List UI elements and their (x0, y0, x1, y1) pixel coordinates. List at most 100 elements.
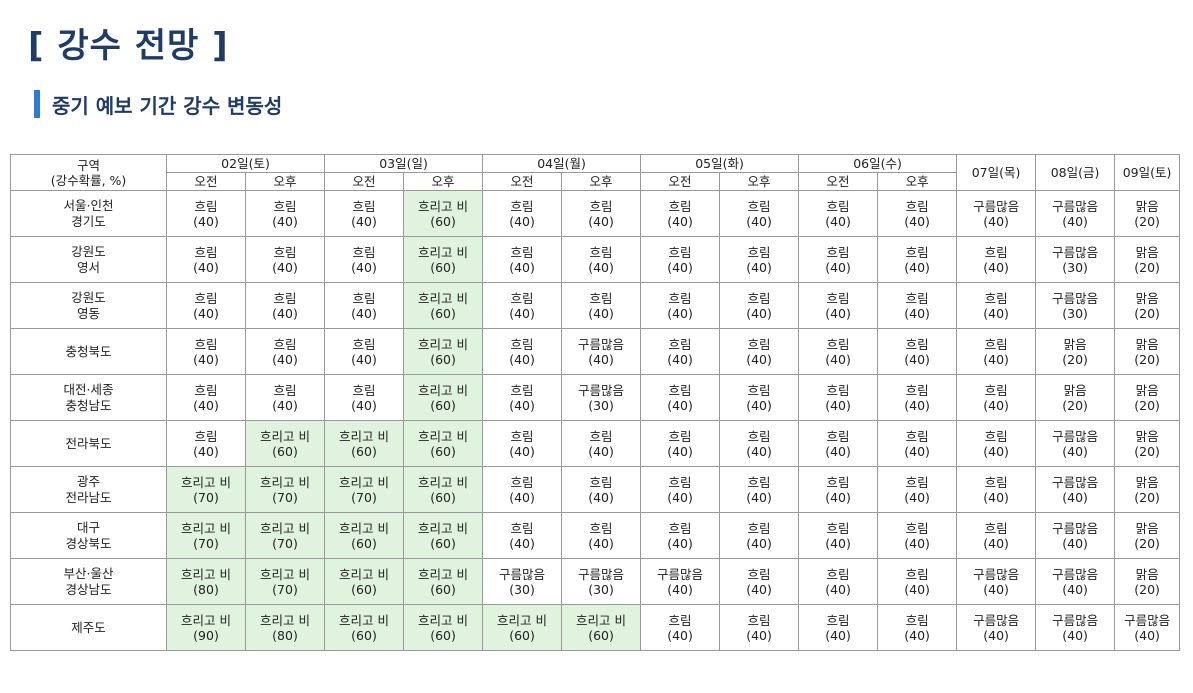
precipitation-probability: (40) (825, 213, 851, 229)
forecast-cell: 흐림 (40) (877, 558, 958, 605)
forecast-cell: 흐림 (40) (719, 558, 800, 605)
weather-condition: 흐림 (747, 474, 771, 490)
weather-condition: 흐리고 비 (181, 566, 231, 582)
precipitation-probability: (40) (351, 305, 377, 321)
weather-condition: 흐림 (589, 520, 613, 536)
precipitation-probability: (40) (983, 397, 1009, 413)
forecast-cell: 구름많음 (40) (640, 558, 721, 605)
table-body: 서울·인천 경기도 흐림 (40) 흐림 (40) 흐림 (40) 흐리고 비 (60) 흐림 (40… (10, 190, 1181, 651)
precipitation-probability: (40) (272, 213, 298, 229)
forecast-cell: 흐림 (40) (640, 190, 721, 237)
forecast-cell-rain: 흐리고 비 (60) (403, 604, 484, 651)
precipitation-probability: (40) (667, 535, 693, 551)
precipitation-probability: (40) (1062, 627, 1088, 643)
weather-condition: 흐림 (273, 336, 297, 352)
precipitation-probability: (20) (1134, 489, 1160, 505)
weather-condition: 구름많음 (499, 566, 546, 582)
forecast-cell: 흐림 (40) (561, 236, 642, 283)
precipitation-probability: (40) (746, 581, 772, 597)
precipitation-probability: (40) (904, 305, 930, 321)
forecast-cell: 흐림 (40) (561, 282, 642, 329)
forecast-cell: 흐림 (40) (798, 328, 879, 375)
weather-condition: 흐림 (905, 474, 929, 490)
table-row: 부산·울산 경상남도 흐리고 비 (80) 흐리고 비 (70) 흐리고 비 (60) 흐리고 … (10, 558, 1181, 605)
forecast-cell: 맑음 (20) (1035, 328, 1116, 375)
forecast-cell: 흐림 (40) (956, 420, 1037, 467)
afternoon-header: 오후 (561, 172, 642, 191)
forecast-cell: 흐림 (40) (244, 190, 326, 237)
precipitation-probability: (40) (667, 259, 693, 275)
forecast-cell: 흐림 (40) (877, 466, 958, 513)
table-header: 구역 (강수확률, %) 02일(토) 03일(일) 04일(월) 05일(화) 06일… (10, 154, 1181, 191)
region-cell: 강원도 영동 (10, 282, 167, 329)
forecast-cell: 흐림 (40) (956, 328, 1037, 375)
forecast-cell: 흐림 (40) (324, 236, 405, 283)
weather-condition: 흐리고 비 (418, 566, 469, 582)
precipitation-probability: (20) (1134, 259, 1160, 275)
region-cell: 전라북도 (10, 420, 167, 467)
precipitation-probability: (60) (430, 489, 456, 505)
precipitation-probability: (40) (509, 443, 535, 459)
date-header: 04일(월) (482, 154, 642, 173)
precipitation-probability: (40) (825, 443, 851, 459)
precipitation-probability: (40) (351, 259, 377, 275)
precipitation-probability: (40) (667, 581, 693, 597)
precipitation-probability: (40) (272, 305, 298, 321)
precipitation-probability: (60) (430, 535, 456, 551)
afternoon-header: 오후 (244, 172, 326, 191)
weather-condition: 흐림 (826, 566, 850, 582)
weather-condition: 흐림 (668, 198, 692, 214)
weather-condition: 흐리고 비 (576, 612, 627, 628)
weather-condition: 흐림 (510, 198, 534, 214)
precipitation-probability: (40) (667, 213, 693, 229)
precipitation-probability: (40) (825, 351, 851, 367)
precipitation-probability: (40) (904, 489, 930, 505)
precipitation-probability: (40) (272, 351, 298, 367)
precipitation-probability: (40) (825, 489, 851, 505)
precipitation-probability: (60) (430, 627, 456, 643)
precipitation-probability: (70) (351, 489, 377, 505)
precipitation-probability: (40) (667, 397, 693, 413)
precipitation-probability: (40) (667, 627, 693, 643)
weather-condition: 흐림 (747, 198, 771, 214)
weather-condition: 흐림 (826, 336, 850, 352)
precipitation-probability: (40) (509, 351, 535, 367)
precipitation-probability: (40) (904, 213, 930, 229)
precipitation-probability: (40) (588, 351, 614, 367)
precipitation-probability: (70) (272, 581, 298, 597)
weather-condition: 흐림 (747, 612, 771, 628)
weather-condition: 구름많음 (973, 566, 1020, 582)
precipitation-probability: (40) (904, 397, 930, 413)
precipitation-probability: (40) (1134, 627, 1160, 643)
region-subname: 경상북도 (65, 535, 112, 551)
region-cell: 대구 경상북도 (10, 512, 167, 559)
forecast-cell: 흐림 (40) (719, 512, 800, 559)
afternoon-header: 오후 (877, 172, 958, 191)
precipitation-probability: (40) (825, 259, 851, 275)
precipitation-probability: (70) (272, 489, 298, 505)
region-column-header: 구역 (강수확률, %) (10, 154, 167, 191)
precipitation-probability: (20) (1134, 397, 1160, 413)
precipitation-probability: (20) (1134, 535, 1160, 551)
precipitation-probability: (40) (1062, 443, 1088, 459)
precipitation-probability: (40) (588, 305, 614, 321)
precipitation-probability: (20) (1062, 397, 1088, 413)
forecast-cell-rain: 흐리고 비 (60) (403, 282, 484, 329)
precipitation-probability: (40) (509, 535, 535, 551)
weather-condition: 흐림 (194, 428, 218, 444)
forecast-cell-rain: 흐리고 비 (60) (324, 558, 405, 605)
weather-condition: 흐리고 비 (418, 520, 469, 536)
weather-condition: 맑음 (1135, 244, 1159, 260)
table-row: 강원도 영동 흐림 (40) 흐림 (40) 흐림 (40) 흐리고 비 (60) 흐림 (40) 흐림… (10, 282, 1181, 329)
weather-condition: 흐림 (352, 290, 376, 306)
table-row: 대구 경상북도 흐리고 비 (70) 흐리고 비 (70) 흐리고 비 (60) 흐리고 비 (6… (10, 512, 1181, 559)
date-header: 07일(목) (956, 154, 1037, 191)
precipitation-probability: (60) (351, 627, 377, 643)
forecast-cell: 구름많음 (40) (561, 328, 642, 375)
forecast-cell: 흐림 (40) (482, 466, 563, 513)
precipitation-probability: (20) (1134, 581, 1160, 597)
accent-bar (34, 90, 40, 118)
precipitation-probability: (40) (272, 259, 298, 275)
weather-condition: 흐림 (273, 244, 297, 260)
precipitation-probability: (40) (193, 397, 219, 413)
